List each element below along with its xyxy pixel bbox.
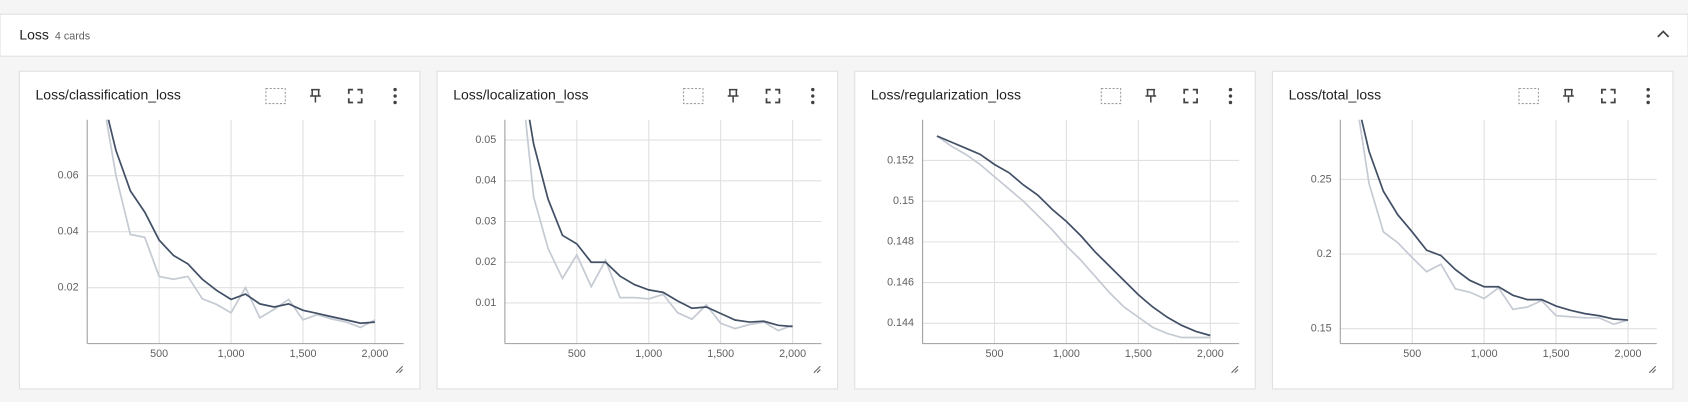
series-line: [1358, 119, 1629, 326]
x-tick-label: 2,000: [1615, 348, 1642, 360]
menu-button[interactable]: [811, 100, 815, 105]
x-tick-label: 2,000: [779, 348, 806, 360]
card-title: Loss/classification_loss: [36, 87, 181, 103]
x-tick-label: 500: [150, 348, 168, 360]
menu-button[interactable]: [393, 87, 397, 92]
y-tick-label: 0.146: [887, 276, 914, 288]
fullscreen-button[interactable]: [1183, 88, 1198, 104]
y-tick-label: 0.2: [1317, 248, 1332, 260]
menu-button[interactable]: [811, 87, 815, 92]
fullscreen-button[interactable]: [765, 88, 781, 104]
card-title: Loss/total_loss: [1289, 87, 1382, 103]
pin-button[interactable]: [310, 88, 321, 103]
x-tick-label: 1,500: [1543, 348, 1570, 360]
series-line: [936, 135, 1211, 337]
y-tick-label: 0.144: [887, 317, 914, 329]
y-tick-label: 0.02: [475, 256, 496, 268]
y-tick-label: 0.05: [475, 134, 496, 146]
y-tick-label: 0.15: [1311, 323, 1332, 335]
fit-domain-button[interactable]: [265, 87, 286, 105]
resize-handle[interactable]: [813, 365, 821, 374]
series-line: [107, 119, 375, 325]
menu-button[interactable]: [1228, 87, 1233, 92]
x-tick-label: 2,000: [1197, 348, 1224, 360]
y-tick-label: 0.25: [1311, 173, 1332, 185]
series-line: [105, 119, 376, 329]
x-tick-label: 500: [1403, 348, 1421, 360]
menu-button[interactable]: [811, 94, 815, 98]
menu-button[interactable]: [393, 100, 397, 105]
section-title: Loss: [19, 26, 49, 42]
x-tick-label: 2,000: [361, 348, 388, 360]
x-tick-label: 500: [986, 348, 1004, 360]
y-tick-label: 0.04: [58, 226, 79, 238]
fullscreen-button[interactable]: [1601, 88, 1616, 104]
y-tick-label: 0.02: [58, 282, 79, 294]
card-frame: [1271, 70, 1674, 390]
series-line: [524, 119, 793, 332]
menu-button[interactable]: [1646, 100, 1650, 105]
card: Loss/localization_loss 0.01 0.02 0.03 0.04 0.…: [436, 70, 839, 390]
card: Loss/total_loss 0.15 0.2 0.25 500 1,000 1,500 2…: [1271, 70, 1674, 390]
x-tick-label: 1,000: [1471, 348, 1498, 360]
x-tick-label: 1,000: [218, 348, 245, 360]
card-count: 4 cards: [55, 31, 90, 43]
x-tick-label: 1,000: [635, 348, 662, 360]
y-tick-label: 0.148: [887, 236, 914, 248]
y-tick-label: 0.04: [475, 175, 496, 187]
y-tick-label: 0.03: [475, 215, 496, 227]
fit-domain-button[interactable]: [683, 87, 704, 105]
card-frame: [854, 70, 1256, 390]
card-frame: [436, 70, 839, 390]
menu-button[interactable]: [393, 94, 397, 98]
resize-handle[interactable]: [1231, 365, 1239, 374]
card-frame: [18, 70, 421, 390]
card-title: Loss/localization_loss: [453, 87, 588, 103]
series-line: [936, 135, 1211, 339]
y-tick-label: 0.15: [893, 195, 914, 207]
series-line: [528, 119, 793, 328]
x-tick-label: 1,000: [1053, 348, 1080, 360]
y-tick-label: 0.01: [475, 297, 496, 309]
fit-domain-button[interactable]: [1100, 87, 1122, 105]
collapse-icon[interactable]: [1657, 30, 1670, 38]
section-header[interactable]: [0, 13, 1688, 57]
pin-button[interactable]: [727, 88, 739, 103]
y-tick-label: 0.152: [887, 154, 914, 166]
resize-handle[interactable]: [395, 365, 404, 374]
fit-domain-button[interactable]: [1518, 87, 1539, 105]
x-tick-label: 1,500: [707, 348, 734, 360]
x-tick-label: 1,500: [290, 348, 317, 360]
x-tick-label: 500: [568, 348, 586, 360]
menu-button[interactable]: [1646, 87, 1650, 92]
y-tick-label: 0.06: [58, 170, 79, 182]
card: Loss/classification_loss 0.02 0.04 0.06 500 1…: [18, 70, 421, 390]
menu-button[interactable]: [1646, 94, 1650, 98]
menu-button[interactable]: [1228, 94, 1233, 98]
resize-handle[interactable]: [1648, 365, 1657, 374]
pin-button[interactable]: [1145, 88, 1157, 103]
menu-button[interactable]: [1228, 100, 1233, 105]
fullscreen-button[interactable]: [347, 88, 363, 104]
pin-button[interactable]: [1563, 88, 1574, 103]
series-line: [1360, 119, 1629, 321]
card: Loss/regularization_loss 0.144 0.146 0.148 0…: [854, 70, 1256, 390]
card-title: Loss/regularization_loss: [871, 87, 1021, 103]
x-tick-label: 1,500: [1125, 348, 1152, 360]
